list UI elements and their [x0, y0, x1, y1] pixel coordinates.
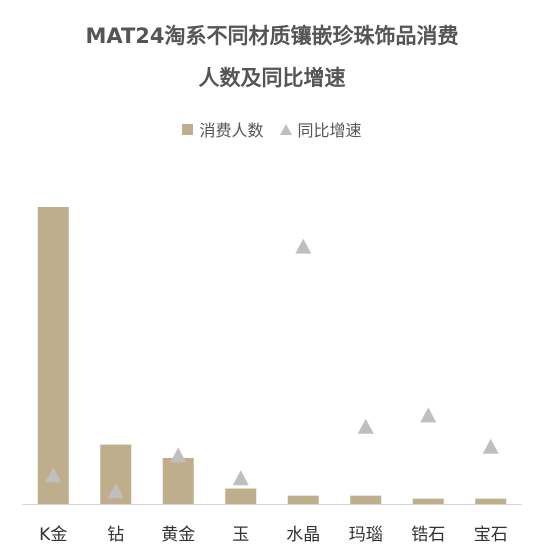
- x-tick-label-6: 锆石: [411, 525, 445, 545]
- x-tick-label-2: 黄金: [161, 525, 195, 545]
- marker-1: [107, 483, 124, 499]
- bar-6: [412, 498, 444, 504]
- marker-0: [45, 467, 62, 483]
- x-tick-label-4: 水晶: [286, 525, 320, 545]
- bar-0: [37, 207, 69, 504]
- marker-3: [232, 470, 249, 486]
- bar-3: [225, 488, 257, 504]
- chart-title-line2: 人数及同比增速: [198, 66, 346, 90]
- bar-4: [287, 495, 319, 504]
- x-tick-label-0: K金: [39, 525, 67, 545]
- x-tick-label-7: 宝石: [474, 525, 508, 545]
- chart-title-line1: MAT24淘系不同材质镶嵌珍珠饰品消费: [85, 24, 459, 48]
- bar-7: [475, 498, 507, 504]
- marker-6: [420, 407, 437, 423]
- bar-5: [350, 495, 382, 504]
- legend-triangle-icon: [279, 123, 292, 135]
- x-tick-label-3: 玉: [232, 525, 249, 545]
- legend: 消费人数 同比增速: [0, 117, 544, 141]
- legend-item-marker: 同比增速: [279, 117, 362, 141]
- marker-7: [482, 438, 499, 454]
- legend-bar-swatch: [182, 123, 194, 135]
- marker-2: [170, 447, 187, 463]
- legend-bar-label: 消费人数: [199, 121, 264, 140]
- legend-marker-label: 同比增速: [297, 121, 362, 140]
- marker-5: [357, 418, 374, 434]
- x-tick-label-5: 玛瑙: [349, 525, 383, 545]
- legend-item-bar: 消费人数: [182, 117, 264, 141]
- x-tick-label-1: 钻: [107, 525, 124, 545]
- marker-4: [295, 238, 312, 254]
- bar-2: [162, 457, 194, 504]
